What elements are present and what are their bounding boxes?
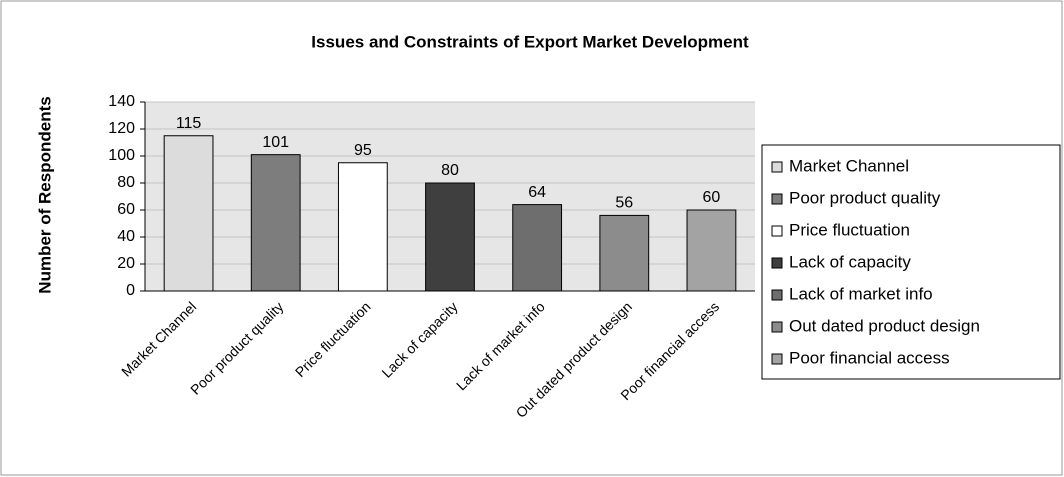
y-tick-label: 80	[117, 174, 135, 191]
y-tick-label: 100	[108, 147, 135, 164]
bar	[512, 204, 563, 292]
legend-label: Lack of capacity	[789, 252, 911, 271]
bar	[599, 214, 650, 292]
legend-swatch	[771, 289, 783, 301]
value-label: 115	[176, 115, 202, 132]
value-label: 64	[528, 184, 546, 201]
bar	[686, 209, 737, 292]
legend-swatch	[771, 321, 783, 333]
legend-label: Poor financial access	[789, 348, 950, 367]
legend-label: Lack of market info	[789, 284, 933, 303]
value-label: 80	[441, 162, 459, 179]
y-tick-label: 120	[108, 120, 135, 137]
chart-title: Issues and Constraints of Export Market …	[311, 32, 749, 51]
y-tick-label: 0	[126, 282, 135, 299]
bar	[425, 182, 475, 292]
value-label: 60	[703, 189, 721, 206]
value-label: 56	[615, 195, 633, 212]
bar	[250, 154, 301, 292]
legend-swatch	[771, 353, 783, 365]
y-tick-label: 60	[117, 201, 135, 218]
y-tick-label: 20	[117, 255, 135, 272]
legend-label: Market Channel	[789, 156, 909, 175]
legend-swatch	[771, 225, 783, 237]
legend-label: Price fluctuation	[789, 220, 910, 239]
value-label: 101	[262, 134, 289, 151]
bar	[337, 162, 388, 292]
legend-box	[761, 144, 1061, 380]
legend-label: Poor product quality	[789, 188, 941, 207]
bar	[163, 135, 214, 292]
value-label: 95	[354, 142, 372, 159]
legend-swatch	[771, 161, 783, 173]
y-axis-label: Number of Respondents	[35, 96, 54, 293]
legend-label: Out dated product design	[789, 316, 980, 335]
legend-swatch	[771, 193, 783, 205]
y-tick-label: 40	[117, 228, 135, 245]
legend-swatch	[771, 257, 783, 269]
y-tick-label: 140	[108, 93, 135, 110]
